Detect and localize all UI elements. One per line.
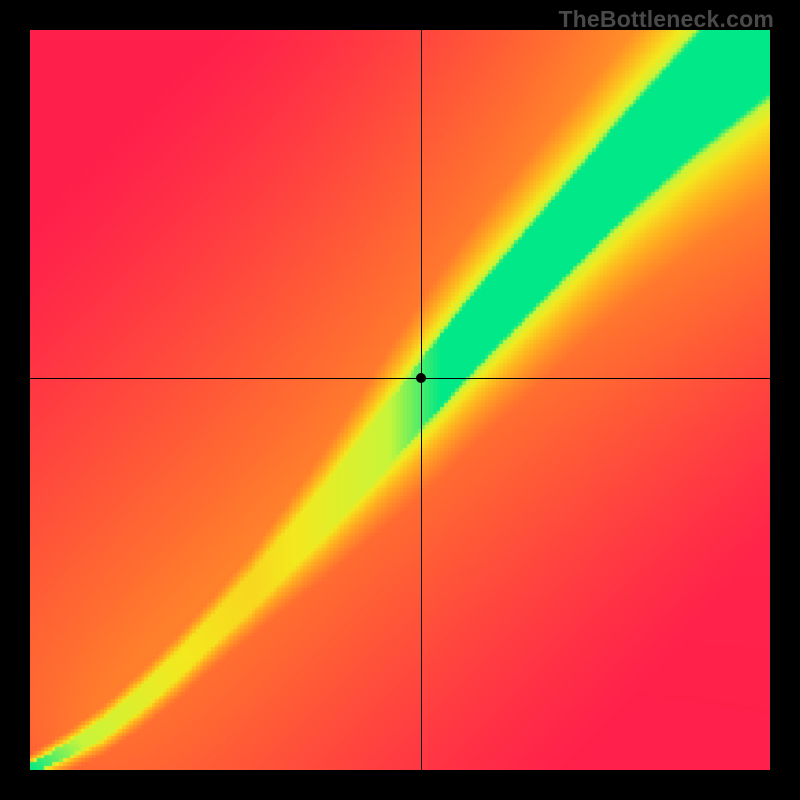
crosshair-vertical bbox=[421, 30, 422, 770]
selection-marker bbox=[416, 373, 426, 383]
crosshair-horizontal bbox=[30, 378, 770, 379]
watermark-text: TheBottleneck.com bbox=[558, 6, 774, 33]
chart-frame: TheBottleneck.com bbox=[0, 0, 800, 800]
bottleneck-heatmap bbox=[30, 30, 770, 770]
